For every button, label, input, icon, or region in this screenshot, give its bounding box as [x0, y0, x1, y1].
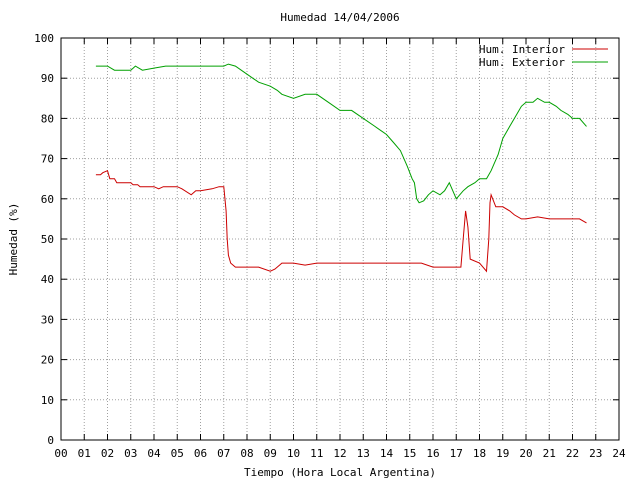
y-tick-label: 60 — [41, 193, 54, 206]
x-tick-label: 09 — [264, 447, 277, 460]
y-tick-label: 0 — [47, 434, 54, 447]
x-axis-label: Tiempo (Hora Local Argentina) — [244, 466, 436, 479]
series-line-exterior — [95, 63, 587, 204]
x-tick-label: 05 — [171, 447, 184, 460]
y-tick-label: 40 — [41, 273, 54, 286]
x-tick-label: 03 — [124, 447, 137, 460]
x-tick-label: 07 — [217, 447, 230, 460]
x-tick-label: 18 — [473, 447, 486, 460]
gridlines — [61, 38, 619, 440]
x-tick-label: 01 — [78, 447, 91, 460]
x-tick-label: 10 — [287, 447, 300, 460]
x-tick-label: 19 — [496, 447, 509, 460]
x-tick-label: 15 — [403, 447, 416, 460]
x-tick-label: 22 — [566, 447, 579, 460]
y-axis-label: Humedad (%) — [7, 203, 20, 276]
x-tick-label: 08 — [240, 447, 253, 460]
x-axis: 00 01 02 03 04 05 06 07 08 09 10 11 12 13 14 15 16 17 18 19… — [54, 38, 626, 460]
x-tick-label: 23 — [589, 447, 602, 460]
x-tick-label: 11 — [310, 447, 323, 460]
x-tick-label: 06 — [194, 447, 207, 460]
y-tick-label: 70 — [41, 153, 54, 166]
y-tick-label: 20 — [41, 354, 54, 367]
x-tick-label: 21 — [543, 447, 556, 460]
x-tick-label: 04 — [147, 447, 161, 460]
plot-frame — [60, 37, 620, 441]
y-tick-label: 30 — [41, 313, 54, 326]
chart-title: Humedad 14/04/2006 — [280, 11, 399, 24]
y-axis: 0 10 20 30 40 50 60 70 80 90 100 — [34, 32, 619, 447]
x-tick-label: 02 — [101, 447, 114, 460]
x-tick-label: 13 — [357, 447, 370, 460]
x-tick-label: 17 — [450, 447, 463, 460]
y-tick-label: 50 — [41, 233, 54, 246]
x-tick-label: 20 — [519, 447, 532, 460]
y-tick-label: 100 — [34, 32, 54, 45]
legend-label: Hum. Exterior — [479, 56, 565, 69]
x-tick-label: 14 — [380, 447, 394, 460]
y-tick-label: 10 — [41, 394, 54, 407]
x-tick-label: 12 — [333, 447, 346, 460]
x-tick-label: 24 — [612, 447, 626, 460]
y-tick-label: 90 — [41, 72, 54, 85]
x-tick-label: 00 — [54, 447, 67, 460]
y-tick-label: 80 — [41, 112, 54, 125]
x-tick-label: 16 — [426, 447, 439, 460]
series-line-interior — [95, 170, 587, 273]
legend-label: Hum. Interior — [479, 43, 565, 56]
series-lines — [95, 63, 587, 273]
